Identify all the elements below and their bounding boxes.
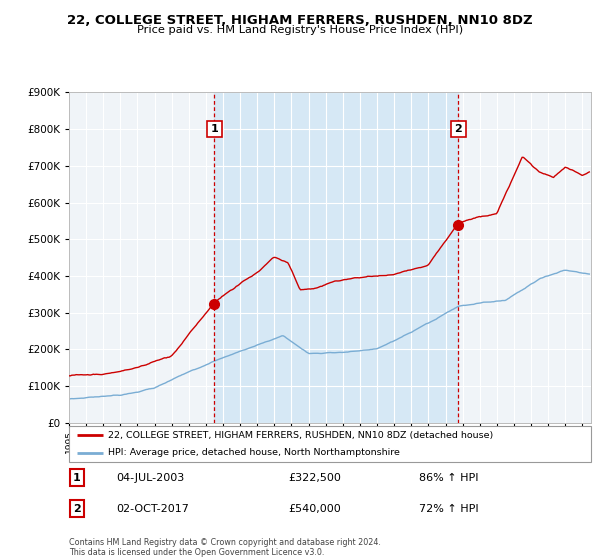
Text: 22, COLLEGE STREET, HIGHAM FERRERS, RUSHDEN, NN10 8DZ: 22, COLLEGE STREET, HIGHAM FERRERS, RUSH… [67, 14, 533, 27]
Text: 1: 1 [73, 473, 81, 483]
Text: 22, COLLEGE STREET, HIGHAM FERRERS, RUSHDEN, NN10 8DZ (detached house): 22, COLLEGE STREET, HIGHAM FERRERS, RUSH… [108, 431, 493, 440]
Text: 1: 1 [211, 124, 218, 134]
Text: 04-JUL-2003: 04-JUL-2003 [116, 473, 184, 483]
Text: 02-OCT-2017: 02-OCT-2017 [116, 504, 189, 514]
Text: 72% ↑ HPI: 72% ↑ HPI [419, 504, 478, 514]
Text: Price paid vs. HM Land Registry's House Price Index (HPI): Price paid vs. HM Land Registry's House … [137, 25, 463, 35]
Text: 86% ↑ HPI: 86% ↑ HPI [419, 473, 478, 483]
Text: HPI: Average price, detached house, North Northamptonshire: HPI: Average price, detached house, Nort… [108, 449, 400, 458]
Text: £540,000: £540,000 [288, 504, 341, 514]
Text: £322,500: £322,500 [288, 473, 341, 483]
Text: 2: 2 [73, 504, 81, 514]
Bar [214, 92, 458, 423]
Text: Contains HM Land Registry data © Crown copyright and database right 2024.
This d: Contains HM Land Registry data © Crown c… [69, 538, 381, 557]
Text: 2: 2 [454, 124, 462, 134]
